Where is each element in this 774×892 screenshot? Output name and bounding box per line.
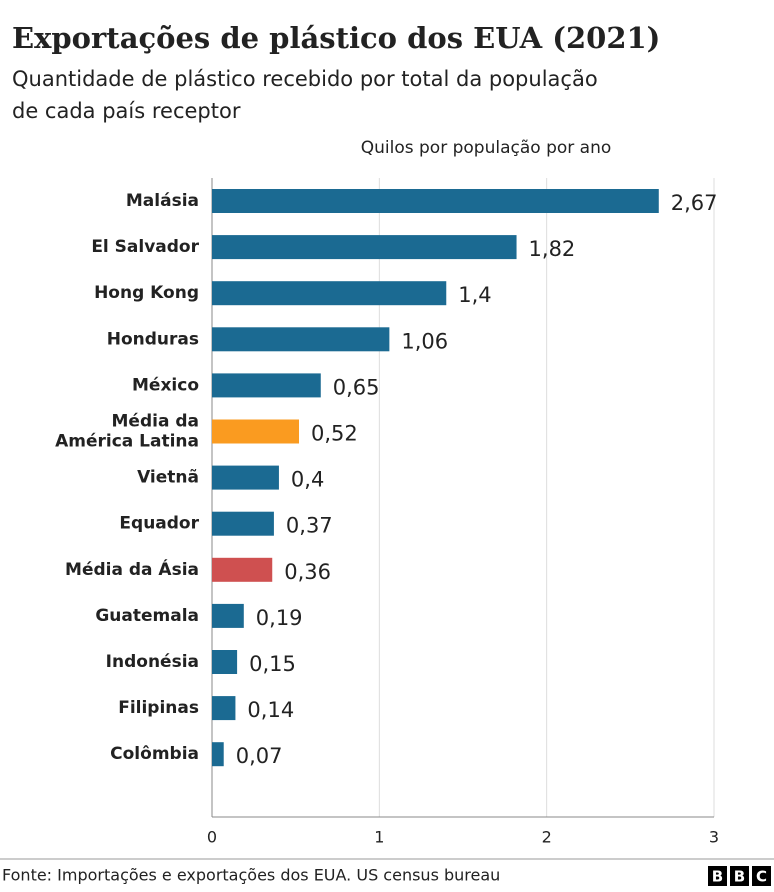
x-tick-label: 1 [374, 828, 384, 847]
x-tick-label: 3 [709, 828, 719, 847]
y-tick-label: Equador [119, 514, 199, 534]
y-tick-label: Vietnã [137, 468, 199, 488]
value-label: 0,36 [284, 560, 331, 584]
value-label: 0,4 [291, 468, 324, 492]
bar [212, 235, 517, 260]
logo-box [752, 866, 771, 886]
value-label: 0,15 [249, 652, 296, 676]
y-tick-label: Colômbia [110, 744, 199, 764]
y-tick-label: Filipinas [118, 698, 199, 718]
y-tick-label: Hong Kong [94, 283, 199, 303]
y-tick-label: México [132, 375, 199, 395]
axis-label: Quilos por população por ano [361, 138, 612, 158]
value-label: 0,19 [256, 606, 303, 630]
value-label: 2,67 [671, 191, 718, 215]
source: Fonte: Importações e exportações dos EUA… [2, 866, 500, 885]
logo-letter: C [756, 868, 767, 886]
value-label: 0,52 [311, 422, 358, 446]
chart-title: Exportações de plástico dos EUA (2021) [12, 21, 660, 55]
value-label: 0,14 [247, 698, 294, 722]
x-tick-label: 2 [542, 828, 552, 847]
bar [212, 650, 238, 674]
x-tick-label: 0 [207, 828, 217, 847]
value-label: 0,65 [333, 375, 380, 399]
value-label: 0,37 [286, 514, 333, 538]
bar [212, 281, 447, 306]
y-tick-label: Malásia [126, 191, 199, 211]
bar [212, 603, 244, 628]
bar [212, 465, 279, 490]
y-tick-label: Média da América Latina [55, 412, 199, 452]
bar [212, 373, 321, 398]
bar [212, 419, 300, 444]
bar [212, 557, 273, 582]
y-tick-label: Média da Ásia [65, 558, 199, 580]
bar [212, 742, 224, 767]
value-label: 1,4 [458, 283, 491, 307]
value-label: 1,82 [529, 237, 576, 261]
logo-box [730, 866, 749, 886]
y-tick-label: Guatemala [95, 606, 199, 626]
logo-box [708, 866, 727, 886]
y-tick-label: El Salvador [91, 237, 199, 257]
value-label: 0,07 [236, 744, 283, 768]
bar [212, 696, 236, 721]
chart-subtitle: Quantidade de plástico recebido por tota… [12, 67, 598, 91]
bar [212, 511, 274, 536]
y-tick-label: Honduras [107, 329, 199, 349]
logo-letter: B [712, 868, 723, 886]
bar [212, 189, 659, 213]
logo-letter: B [734, 868, 745, 886]
value-label: 1,06 [401, 329, 448, 353]
y-tick-label: Indonésia [106, 652, 199, 672]
chart-subtitle: de cada país receptor [12, 99, 241, 123]
bar [212, 327, 390, 352]
